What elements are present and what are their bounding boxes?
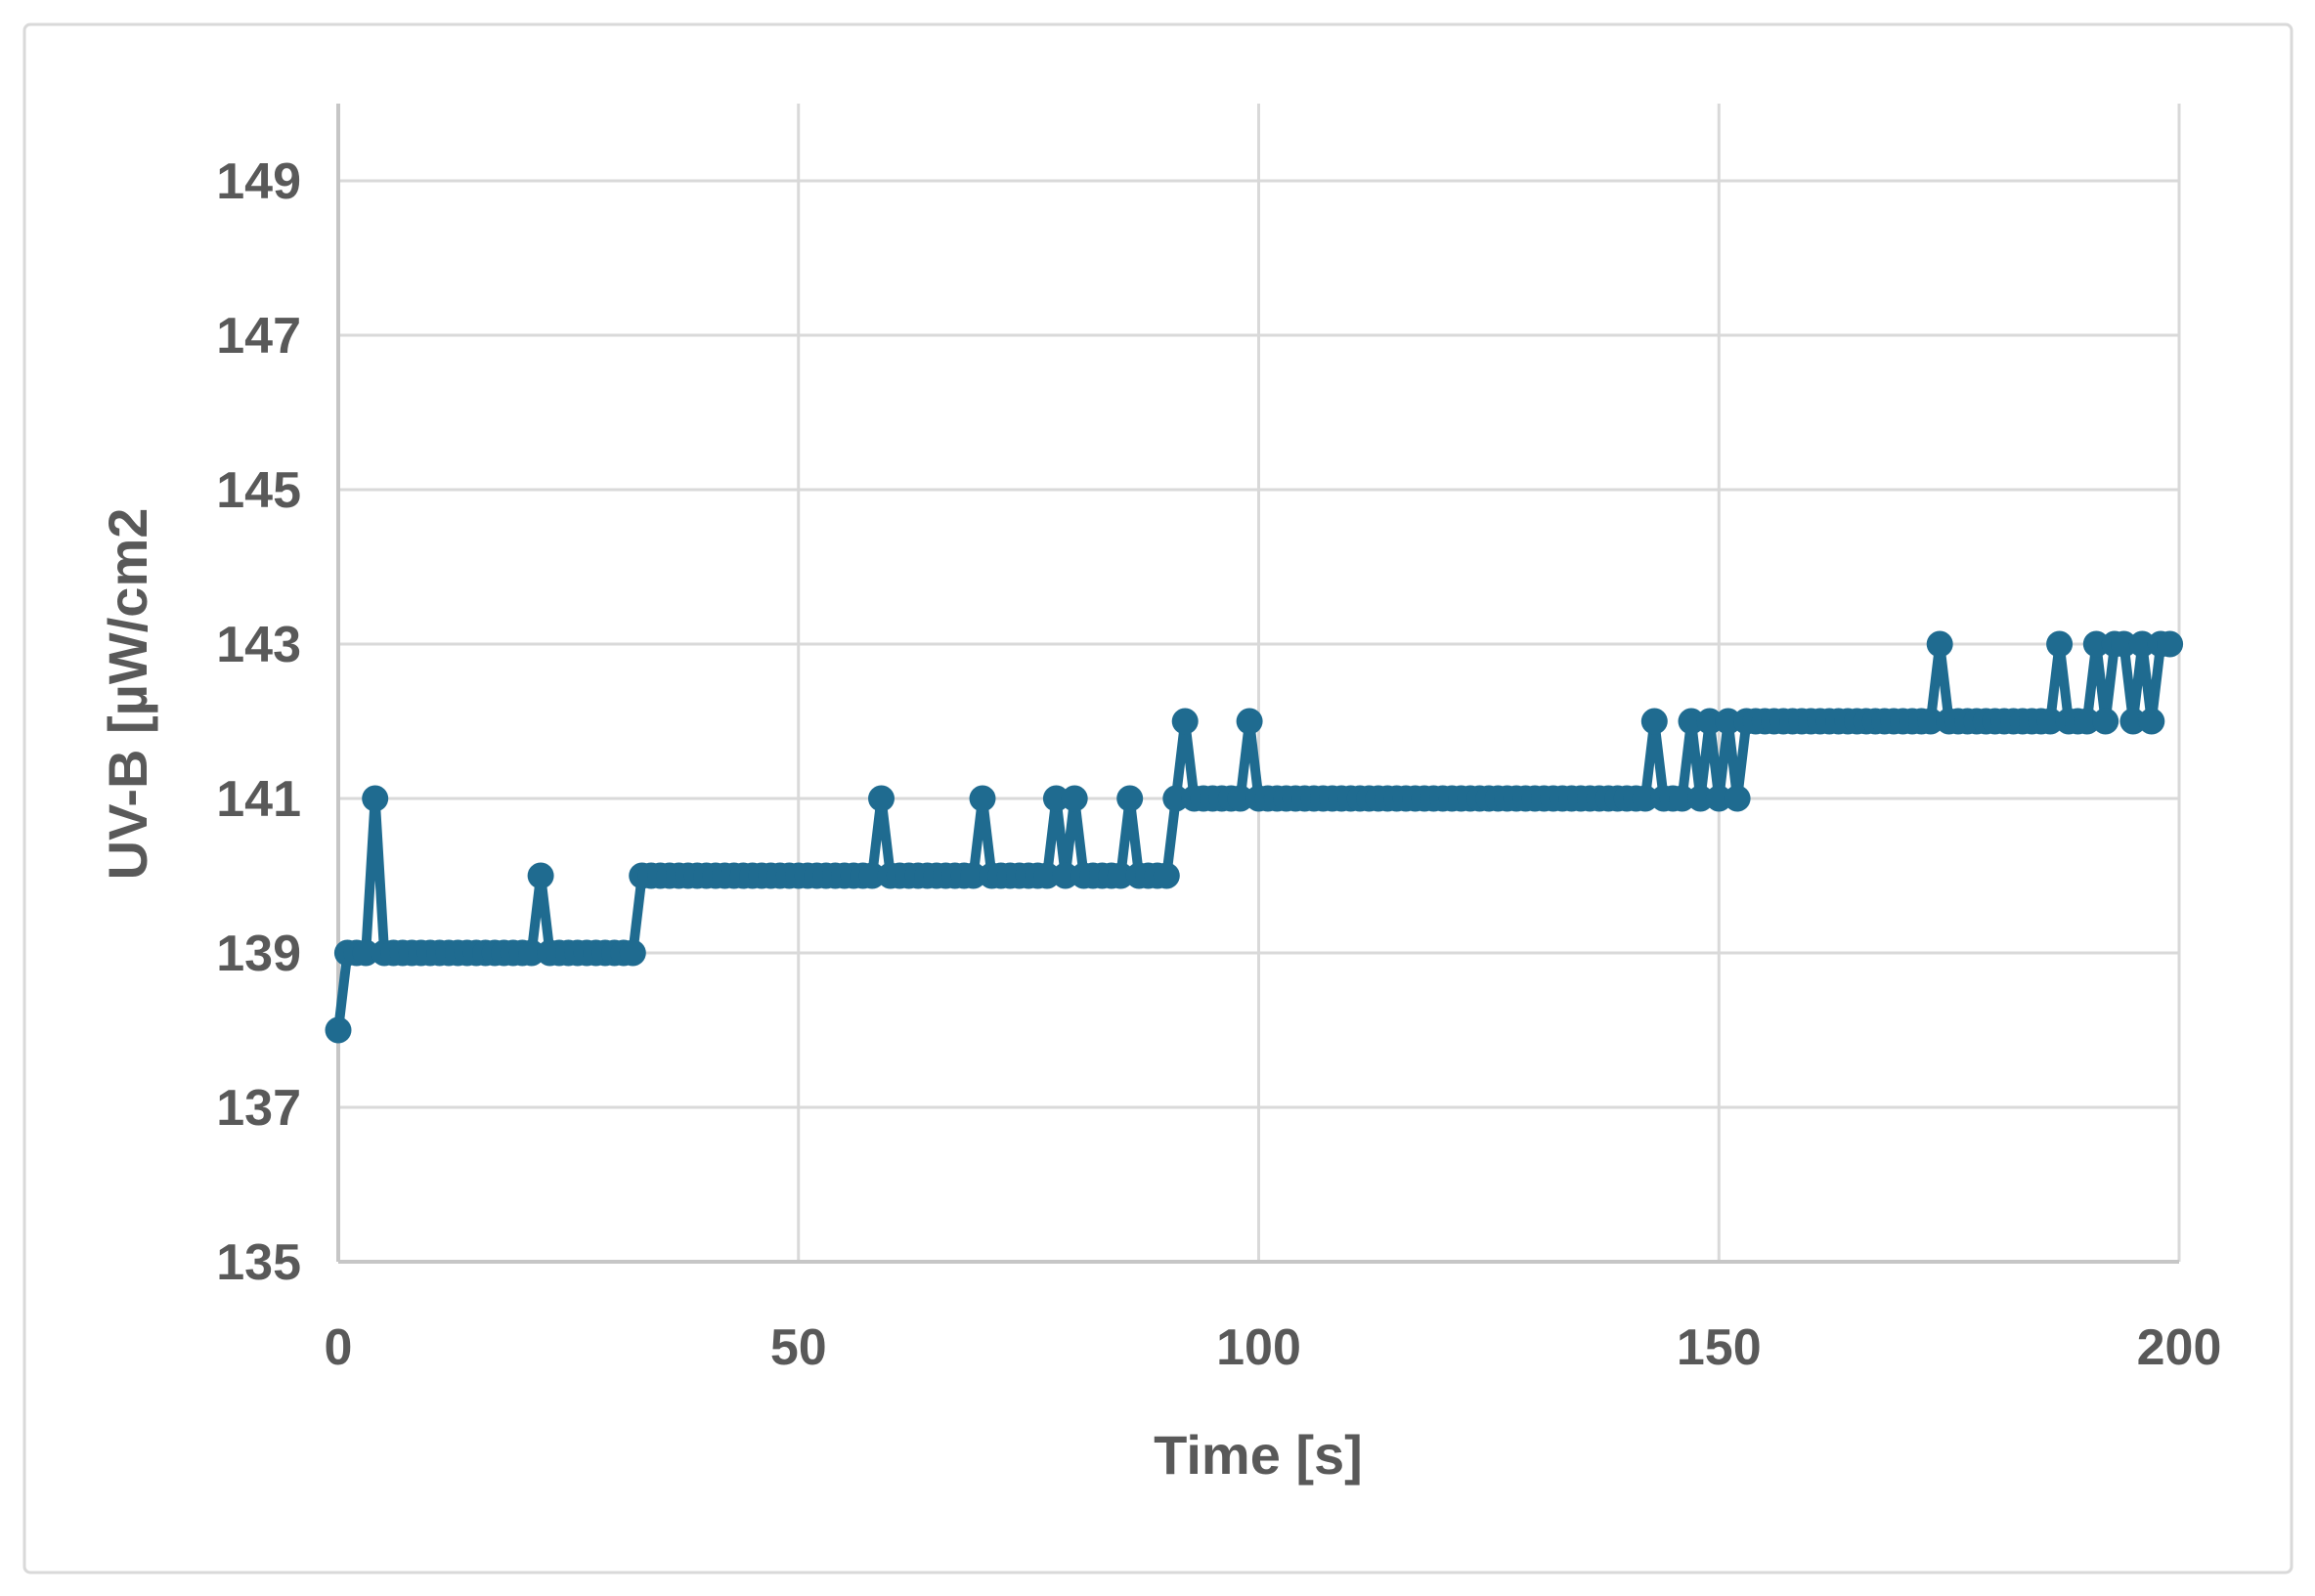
x-tick-label: 50 bbox=[770, 1319, 827, 1376]
data-point-marker bbox=[362, 785, 389, 812]
data-point-marker bbox=[2128, 630, 2156, 658]
x-tick-label: 100 bbox=[1216, 1319, 1301, 1376]
x-tick-label: 0 bbox=[325, 1319, 353, 1376]
data-point-marker bbox=[2074, 708, 2101, 735]
data-point-marker bbox=[2157, 630, 2184, 658]
data-point-marker bbox=[2119, 708, 2147, 735]
data-point-marker bbox=[1116, 785, 1144, 812]
data-point-marker bbox=[1033, 862, 1061, 889]
data-point-marker bbox=[2092, 708, 2119, 735]
data-point-marker bbox=[2111, 630, 2137, 658]
data-point-marker bbox=[1678, 708, 1705, 735]
data-point-marker bbox=[1917, 708, 1944, 735]
data-point-marker bbox=[1171, 708, 1199, 735]
x-axis-tick-labels: 0 50 100 150 200 bbox=[325, 1319, 2222, 1376]
y-tick-label: 137 bbox=[216, 1080, 301, 1137]
data-point-marker bbox=[1227, 785, 1254, 812]
data-point-marker bbox=[2036, 708, 2064, 735]
x-tick-label: 200 bbox=[2137, 1319, 2222, 1376]
data-point-marker bbox=[1107, 862, 1134, 889]
data-point-marker bbox=[619, 939, 646, 967]
data-point-marker bbox=[2082, 630, 2110, 658]
data-point-marker bbox=[1061, 785, 1088, 812]
y-axis-tick-labels: 135 137 139 141 143 145 147 149 bbox=[216, 153, 301, 1291]
x-axis-title: Time [s] bbox=[1154, 1424, 1363, 1486]
data-point-marker bbox=[1052, 862, 1079, 889]
data-point-marker bbox=[1042, 785, 1070, 812]
chart-frame-border bbox=[22, 22, 2293, 1574]
data-point-marker bbox=[1715, 708, 1742, 735]
y-tick-label: 147 bbox=[216, 308, 301, 365]
data-point-marker bbox=[1705, 785, 1732, 812]
data-point-marker bbox=[1640, 708, 1668, 735]
y-axis-title: UV-B [µW/cm2 bbox=[97, 508, 158, 881]
data-point-marker bbox=[518, 939, 546, 967]
series-line bbox=[333, 639, 2175, 1035]
gridlines bbox=[338, 104, 2181, 1262]
y-tick-label: 139 bbox=[216, 926, 301, 982]
data-point-marker bbox=[2138, 708, 2165, 735]
data-point-marker bbox=[858, 862, 886, 889]
y-tick-label: 141 bbox=[216, 771, 301, 828]
data-point-marker bbox=[969, 785, 996, 812]
data-point-marker bbox=[868, 785, 895, 812]
data-point-marker bbox=[1632, 785, 1659, 812]
data-point-marker bbox=[1686, 785, 1714, 812]
data-point-marker bbox=[2046, 630, 2074, 658]
axis-lines bbox=[336, 104, 2179, 1264]
data-point-marker bbox=[325, 1016, 352, 1044]
data-series bbox=[325, 630, 2184, 1044]
y-tick-label: 149 bbox=[216, 153, 301, 210]
data-point-marker bbox=[352, 939, 379, 967]
data-point-marker bbox=[1724, 785, 1751, 812]
data-point-marker bbox=[1696, 708, 1724, 735]
y-tick-label: 145 bbox=[216, 462, 301, 519]
data-point-marker bbox=[527, 862, 554, 889]
data-point-marker bbox=[1153, 862, 1180, 889]
data-point-marker bbox=[1926, 630, 1953, 658]
x-tick-label: 150 bbox=[1677, 1319, 1762, 1376]
data-point-marker bbox=[960, 862, 987, 889]
y-tick-label: 143 bbox=[216, 617, 301, 673]
data-point-marker bbox=[1669, 785, 1696, 812]
data-point-marker bbox=[1236, 708, 1263, 735]
y-tick-label: 135 bbox=[216, 1234, 301, 1291]
data-point-marker bbox=[1162, 785, 1190, 812]
